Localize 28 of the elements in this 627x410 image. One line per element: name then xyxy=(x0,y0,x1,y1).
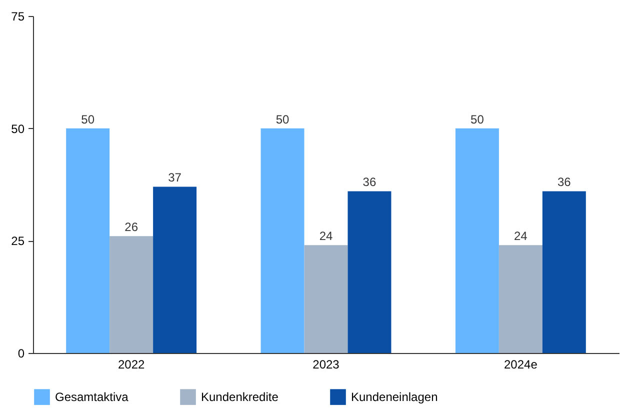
bar xyxy=(498,245,542,353)
data-label: 37 xyxy=(168,170,182,185)
bar xyxy=(455,128,499,353)
data-label: 24 xyxy=(319,229,333,244)
bar xyxy=(348,191,392,353)
bar xyxy=(260,128,304,353)
legend-label: Gesamtaktiva xyxy=(55,390,129,404)
y-tick-label: 75 xyxy=(11,10,25,24)
y-tick-label: 50 xyxy=(11,122,25,136)
x-tick-label: 2023 xyxy=(312,358,340,372)
y-tick-label: 25 xyxy=(11,234,25,248)
data-label: 50 xyxy=(276,112,290,126)
legend-label: Kundeneinlagen xyxy=(351,390,438,404)
x-tick-label: 2024e xyxy=(504,358,538,372)
legend-label: Kundenkredite xyxy=(201,390,279,404)
data-label: 26 xyxy=(124,220,138,234)
x-tick-label: 2022 xyxy=(118,358,145,372)
data-label: 50 xyxy=(470,112,484,126)
bar xyxy=(110,236,154,353)
data-label: 50 xyxy=(81,112,95,126)
bar xyxy=(66,128,110,353)
data-label: 36 xyxy=(362,175,376,190)
y-tick-label: 0 xyxy=(18,346,25,360)
data-label: 24 xyxy=(514,229,528,244)
bar xyxy=(542,191,586,353)
bar xyxy=(304,245,348,353)
bar xyxy=(153,186,197,353)
data-label: 36 xyxy=(557,175,572,190)
